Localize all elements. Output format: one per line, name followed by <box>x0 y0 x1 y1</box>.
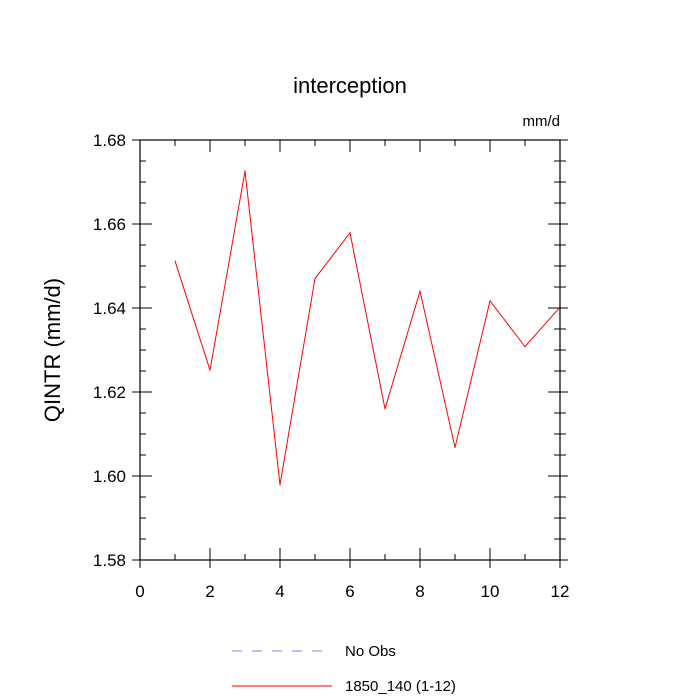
x-tick-label: 12 <box>551 582 570 601</box>
data-point <box>419 290 421 292</box>
legend: No Obs 1850_140 (1-12) <box>232 643 456 695</box>
data-point <box>454 446 456 449</box>
plot-series <box>174 170 561 486</box>
x-tick-label: 2 <box>205 582 214 601</box>
chart-title: interception <box>293 73 407 98</box>
data-point <box>489 300 491 302</box>
units-label: mm/d <box>523 113 561 130</box>
legend-label: No Obs <box>345 643 396 660</box>
legend-label: 1850_140 (1-12) <box>345 678 456 695</box>
data-point <box>314 278 316 280</box>
data-point <box>244 170 246 172</box>
y-tick-label: 1.68 <box>93 131 126 150</box>
data-point <box>209 369 211 371</box>
x-tick-label: 6 <box>345 582 354 601</box>
data-point <box>524 346 526 348</box>
y-tick-label: 1.66 <box>93 215 126 234</box>
axis-ticks: 0 2 4 6 8 10 12 1.58 1.60 1.62 1.64 1.66 1.68 <box>93 131 570 601</box>
data-point <box>349 232 351 234</box>
y-axis-label: QINTR (mm/d) <box>40 278 65 422</box>
x-tick-label: 0 <box>135 582 144 601</box>
x-tick-label: 8 <box>415 582 424 601</box>
data-point <box>384 408 386 410</box>
series-line <box>174 170 561 485</box>
y-tick-label: 1.64 <box>93 299 126 318</box>
data-point <box>279 484 281 486</box>
x-tick-label: 10 <box>481 582 500 601</box>
x-tick-label: 4 <box>275 582 284 601</box>
y-tick-label: 1.60 <box>93 467 126 486</box>
y-tick-label: 1.58 <box>93 551 126 570</box>
data-point <box>174 260 176 262</box>
y-tick-label: 1.62 <box>93 383 126 402</box>
plot-frame <box>139 139 561 561</box>
